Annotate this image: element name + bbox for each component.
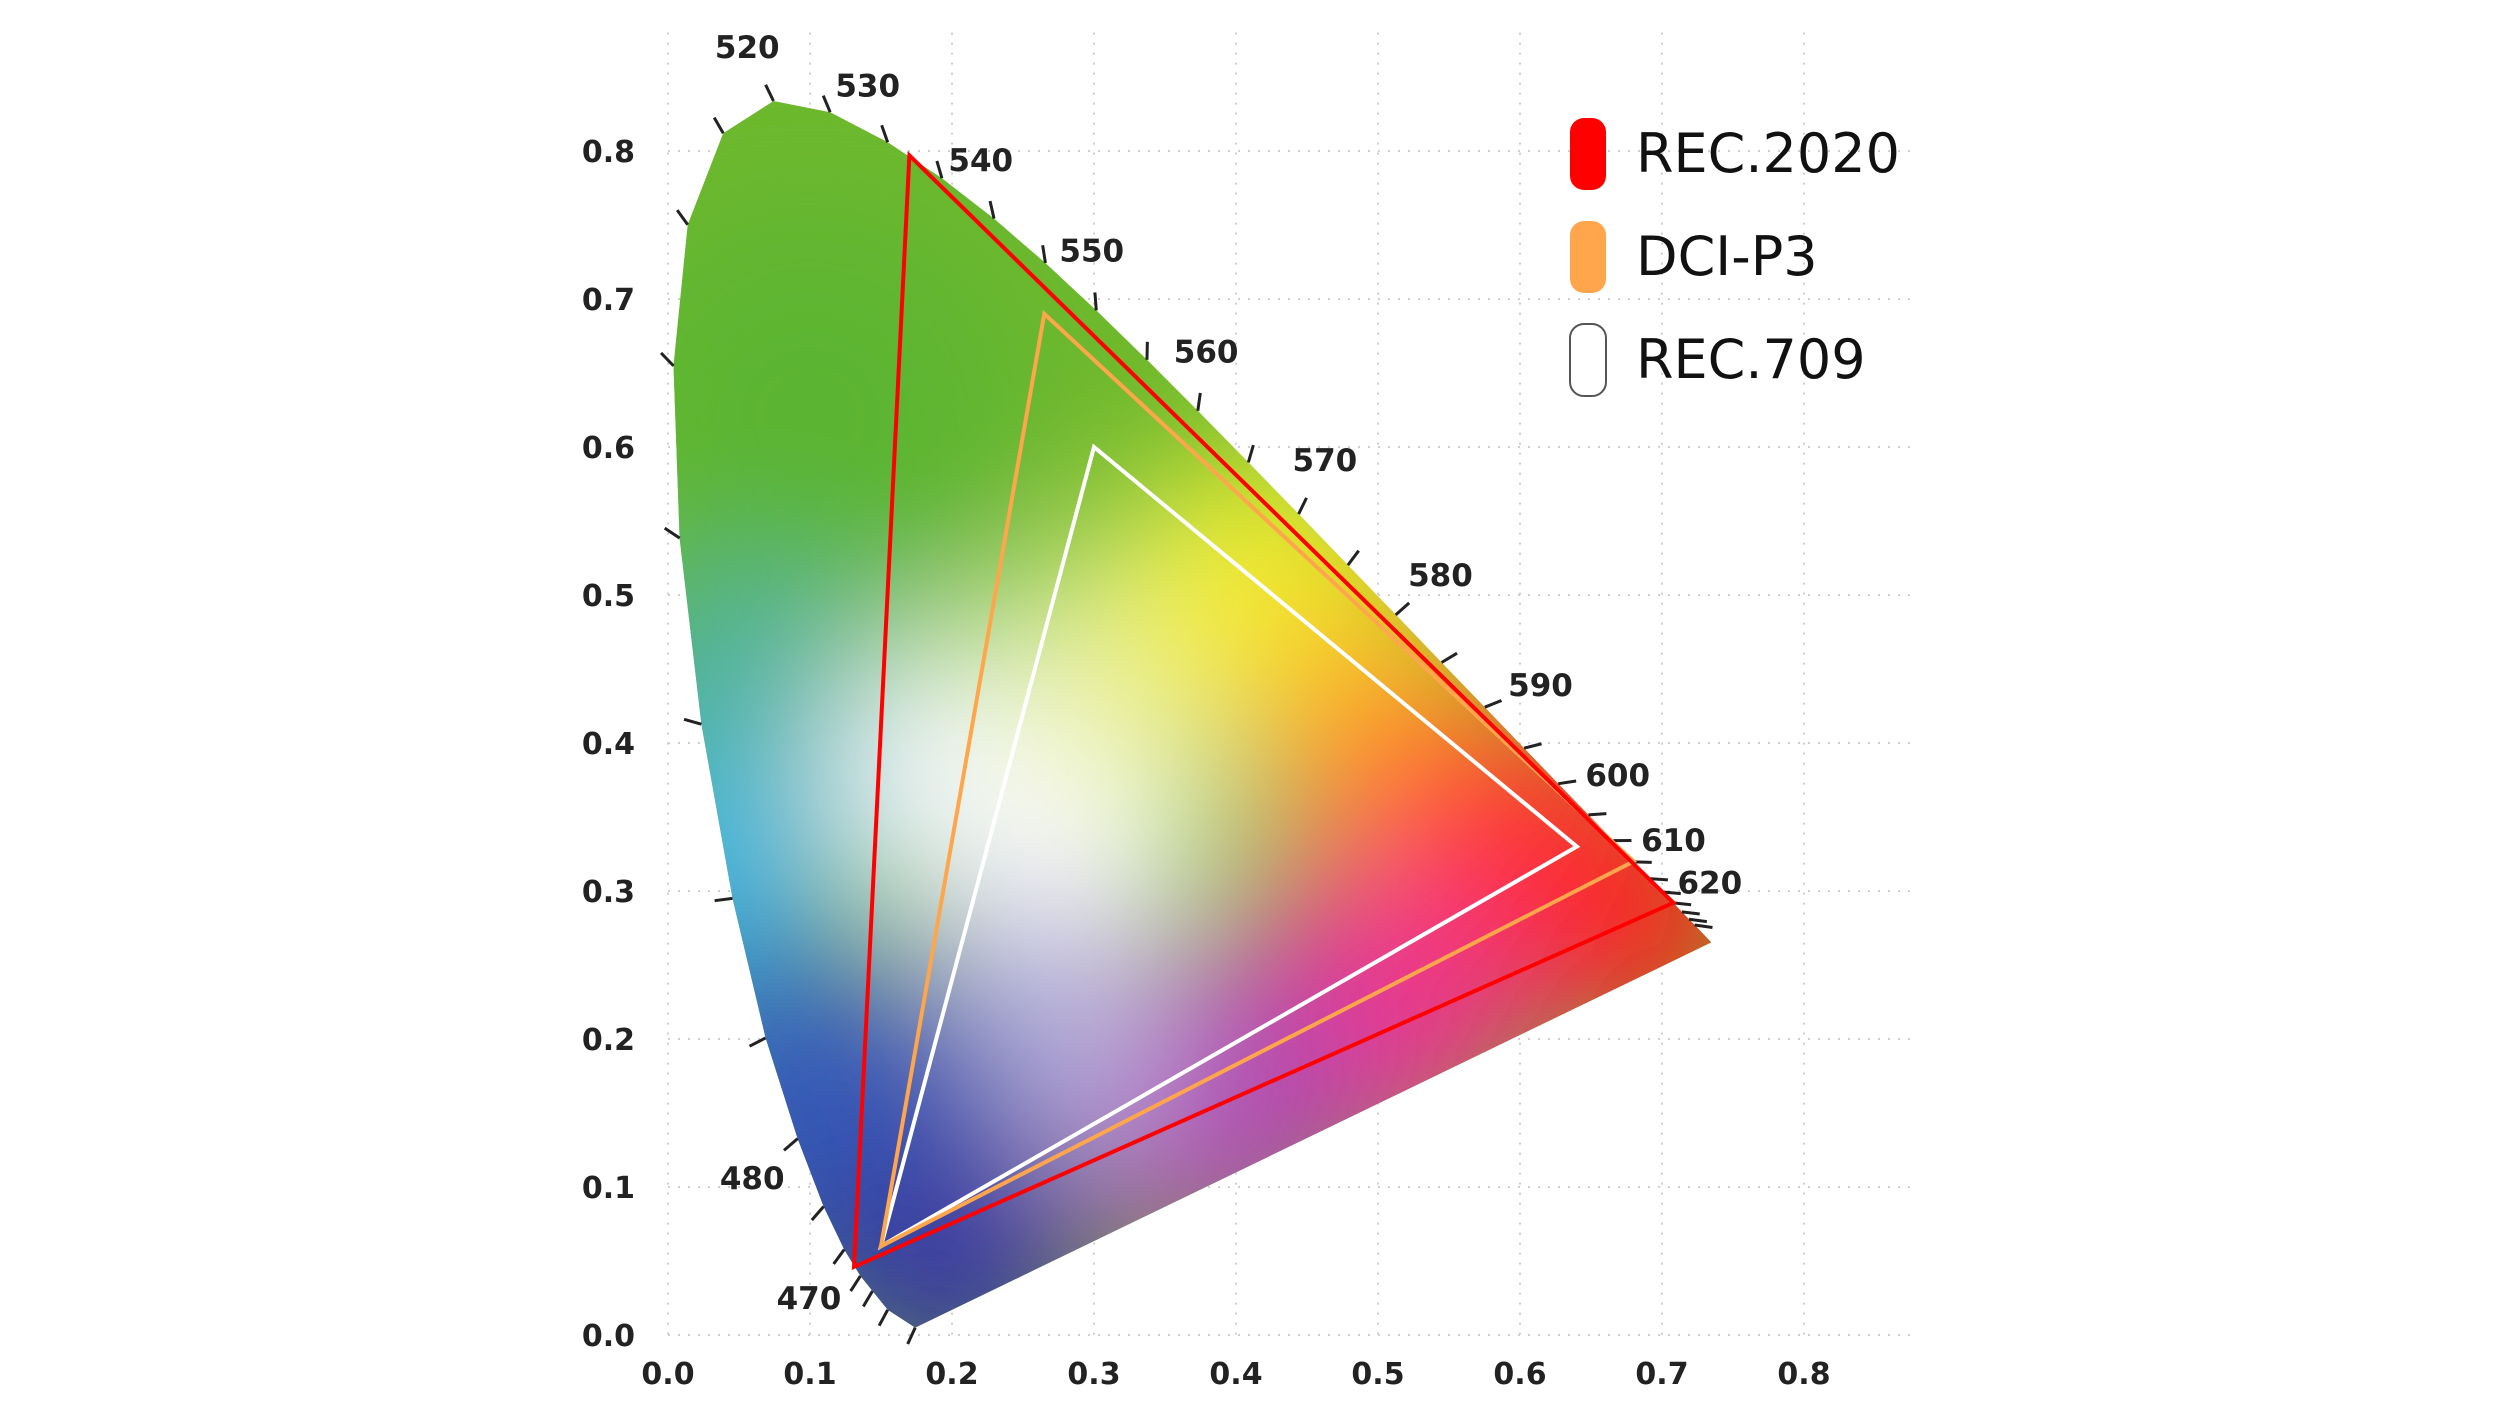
wavelength-label-550: 550 [1059, 234, 1124, 270]
wavelength-tick [1440, 651, 1458, 664]
y-tick-label: 0.3 [582, 875, 635, 910]
y-tick-label: 0.8 [582, 135, 635, 170]
gamut-triangles [851, 150, 1677, 1271]
wavelength-tick [988, 200, 996, 219]
x-tick-label: 0.6 [1493, 1357, 1546, 1392]
wavelength-tick [821, 95, 832, 113]
legend-swatch [1570, 118, 1606, 190]
y-tick-label: 0.2 [582, 1023, 635, 1058]
legend-label: REC.2020 [1636, 122, 1900, 185]
wavelength-tick [683, 717, 702, 726]
wavelength-tick [849, 1275, 862, 1292]
wavelength-tick [764, 84, 775, 102]
wavelength-label-620: 620 [1677, 865, 1742, 901]
x-axis-ticks: 0.0 0.1 0.2 0.3 0.4 0.5 0.6 0.7 0.8 [641, 1357, 1830, 1392]
y-tick-label: 0.7 [582, 283, 635, 318]
wavelength-tick [1346, 549, 1360, 567]
locus-color-blob [673, 938, 912, 1199]
wavelength-tick [712, 116, 725, 134]
wavelength-tick [832, 1248, 846, 1265]
wavelength-tick [1694, 923, 1713, 930]
wavelength-tick [1093, 292, 1098, 311]
x-tick-label: 0.8 [1777, 1357, 1830, 1392]
wavelength-tick [748, 1036, 767, 1048]
wavelength-tick [1297, 497, 1308, 515]
wavelength-label-580: 580 [1408, 558, 1473, 594]
wavelength-label-470: 470 [777, 1281, 842, 1317]
gamut-dci-p3 [878, 309, 1638, 1250]
locus-color-blob [673, 573, 909, 913]
wavelength-label-520: 520 [715, 30, 780, 66]
wavelength-label-610: 610 [1641, 823, 1706, 859]
x-tick-label: 0.5 [1351, 1357, 1404, 1392]
wavelength-tick [783, 1137, 799, 1152]
wavelength-tick [1394, 601, 1411, 616]
wavelength-tick [1523, 742, 1542, 750]
wavelength-tick [663, 526, 681, 540]
x-tick-label: 0.7 [1635, 1357, 1688, 1392]
y-tick-label: 0.4 [582, 727, 635, 762]
wavelength-label-600: 600 [1585, 758, 1650, 794]
x-tick-label: 0.2 [925, 1357, 978, 1392]
legend: REC.2020 DCI-P3 REC.709 [1569, 118, 1900, 397]
wavelength-tick [1649, 877, 1668, 882]
wavelength-tick [675, 209, 689, 226]
wavelength-tick [1246, 444, 1255, 463]
wavelength-label-560: 560 [1174, 334, 1239, 370]
legend-swatch [1570, 221, 1606, 293]
wavelength-tick [714, 896, 733, 903]
wavelength-tick [659, 351, 675, 367]
x-tick-label: 0.4 [1209, 1357, 1262, 1392]
legend-label: REC.709 [1636, 328, 1866, 391]
y-tick-label: 0.0 [582, 1319, 635, 1354]
wavelength-tick [810, 1205, 825, 1222]
wavelength-tick [1041, 245, 1047, 264]
y-tick-label: 0.6 [582, 431, 635, 466]
legend-swatch [1569, 323, 1607, 397]
gamut-rec-709 [877, 443, 1581, 1251]
gamut-rec-2020 [851, 150, 1677, 1271]
x-tick-label: 0.3 [1067, 1357, 1120, 1392]
wavelength-label-480: 480 [720, 1161, 785, 1197]
y-tick-label: 0.1 [582, 1171, 635, 1206]
wavelength-label-540: 540 [948, 143, 1013, 179]
wavelength-label-530: 530 [835, 69, 900, 105]
wavelength-label-590: 590 [1508, 668, 1573, 704]
wavelength-tick [906, 1326, 917, 1345]
wavelength-tick [877, 1309, 889, 1327]
legend-label: DCI-P3 [1636, 225, 1818, 288]
locus-color-blob [673, 217, 1010, 618]
wavelength-tick [1688, 917, 1708, 924]
y-tick-label: 0.5 [582, 579, 635, 614]
wavelength-tick [1662, 890, 1681, 896]
wavelength-tick [1196, 392, 1202, 411]
wavelength-tick [1484, 699, 1503, 709]
x-tick-label: 0.0 [641, 1357, 694, 1392]
wavelength-tick [861, 1290, 874, 1308]
wavelength-tick [880, 124, 890, 143]
wavelength-tick [1681, 910, 1700, 916]
wavelength-tick [1588, 812, 1607, 817]
wavelength-tick [1558, 779, 1577, 786]
y-axis-ticks: 0.0 0.1 0.2 0.3 0.4 0.5 0.6 0.7 0.8 [582, 135, 635, 1354]
wavelength-tick [935, 160, 944, 179]
x-tick-label: 0.1 [783, 1357, 836, 1392]
wavelength-label-570: 570 [1293, 443, 1358, 479]
wavelength-ticks: 470 480 520 530 540 550 560 570 580 590 600 610 620 [659, 30, 1742, 1345]
